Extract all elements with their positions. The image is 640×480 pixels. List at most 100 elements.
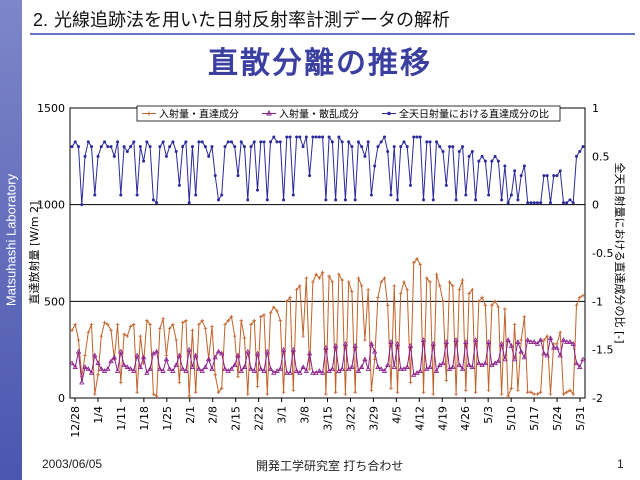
data-point xyxy=(187,201,191,205)
data-point xyxy=(385,362,391,368)
x-tick-label: 3/1 xyxy=(276,406,289,424)
data-point xyxy=(148,322,152,327)
data-point xyxy=(521,354,528,360)
data-point xyxy=(486,388,491,393)
data-point xyxy=(496,305,501,309)
data-point xyxy=(281,390,286,394)
x-tick-label: 4/26 xyxy=(459,406,472,431)
data-point xyxy=(402,280,406,284)
x-tick-label: 3/22 xyxy=(344,406,357,431)
data-point xyxy=(459,366,466,371)
left-tick-label: 0 xyxy=(58,392,65,405)
data-point xyxy=(564,339,570,344)
data-point xyxy=(324,392,328,396)
data-point xyxy=(424,276,429,280)
data-point xyxy=(122,145,126,149)
data-point xyxy=(184,140,188,144)
data-point xyxy=(385,303,390,307)
x-tick-label: 4/12 xyxy=(413,406,426,431)
legend-label: 全天日射量における直達成分の比 xyxy=(399,108,549,121)
data-point xyxy=(242,336,247,340)
data-point xyxy=(236,374,240,379)
data-point xyxy=(355,368,362,373)
data-point xyxy=(96,154,100,158)
data-point xyxy=(518,348,524,354)
data-point xyxy=(187,394,191,398)
x-tick-label: 3/29 xyxy=(367,406,380,431)
data-point xyxy=(258,315,263,319)
data-point xyxy=(324,198,328,202)
data-point xyxy=(73,140,77,144)
data-point xyxy=(77,145,81,149)
data-point xyxy=(186,346,192,352)
data-point xyxy=(451,145,455,149)
data-point xyxy=(466,362,472,368)
data-point xyxy=(525,390,530,394)
data-point xyxy=(256,188,260,192)
data-point xyxy=(151,392,156,396)
data-point xyxy=(382,276,387,280)
data-point xyxy=(529,201,533,205)
data-point xyxy=(350,289,354,294)
data-point xyxy=(229,140,233,144)
x-tick-label: 3/15 xyxy=(322,406,335,431)
data-point xyxy=(443,339,449,344)
data-point xyxy=(70,145,74,149)
left-axis-label: 直達放射量 [W/m 2] xyxy=(27,202,41,305)
series-layer xyxy=(69,135,586,398)
data-point xyxy=(166,366,173,371)
data-point xyxy=(456,362,463,368)
data-point xyxy=(360,145,364,149)
data-point xyxy=(194,193,198,197)
data-point xyxy=(444,183,448,187)
data-point xyxy=(119,193,123,197)
data-point xyxy=(90,145,94,149)
data-point xyxy=(308,174,312,178)
data-point xyxy=(213,373,218,377)
section-number: 2. xyxy=(33,10,49,30)
data-point xyxy=(503,307,507,311)
legend-marker xyxy=(266,109,272,116)
data-point xyxy=(192,352,199,358)
x-tick-label: 12/28 xyxy=(69,406,82,438)
data-point xyxy=(174,150,178,153)
data-point xyxy=(405,145,409,149)
data-point xyxy=(168,145,172,149)
data-point xyxy=(378,366,384,371)
data-point xyxy=(469,364,476,369)
data-point xyxy=(490,159,494,163)
grid xyxy=(70,204,585,302)
data-point xyxy=(441,299,445,304)
data-point xyxy=(288,295,292,300)
data-point xyxy=(122,332,126,336)
data-point xyxy=(381,368,388,373)
x-tick-label: 2/8 xyxy=(207,406,220,424)
data-point xyxy=(239,140,243,144)
left-tick-label: 1000 xyxy=(37,199,65,212)
x-tick-label: 2/15 xyxy=(230,406,243,431)
data-point xyxy=(95,360,101,366)
data-point xyxy=(285,299,289,304)
data-point xyxy=(516,388,520,393)
data-point xyxy=(235,352,241,358)
data-point xyxy=(86,330,91,335)
data-point xyxy=(86,140,90,144)
data-point xyxy=(580,356,586,362)
data-point xyxy=(249,322,253,327)
data-point xyxy=(564,390,569,394)
data-point xyxy=(171,322,175,327)
footer-center: 開発工学研究室 打ち合わせ xyxy=(256,459,404,473)
data-point xyxy=(293,368,300,373)
data-point xyxy=(346,280,351,284)
data-point xyxy=(73,322,78,327)
data-point xyxy=(571,201,575,205)
x-tick-label: 3/8 xyxy=(299,406,312,424)
data-point xyxy=(210,324,214,329)
data-point xyxy=(454,198,458,202)
data-point xyxy=(386,150,390,153)
data-point xyxy=(552,174,556,178)
data-point xyxy=(259,140,263,144)
data-point xyxy=(223,145,227,149)
legend: 入射量・直達成分 入射量・散乱成分 全天日射量における直達成分の比 xyxy=(136,105,561,122)
